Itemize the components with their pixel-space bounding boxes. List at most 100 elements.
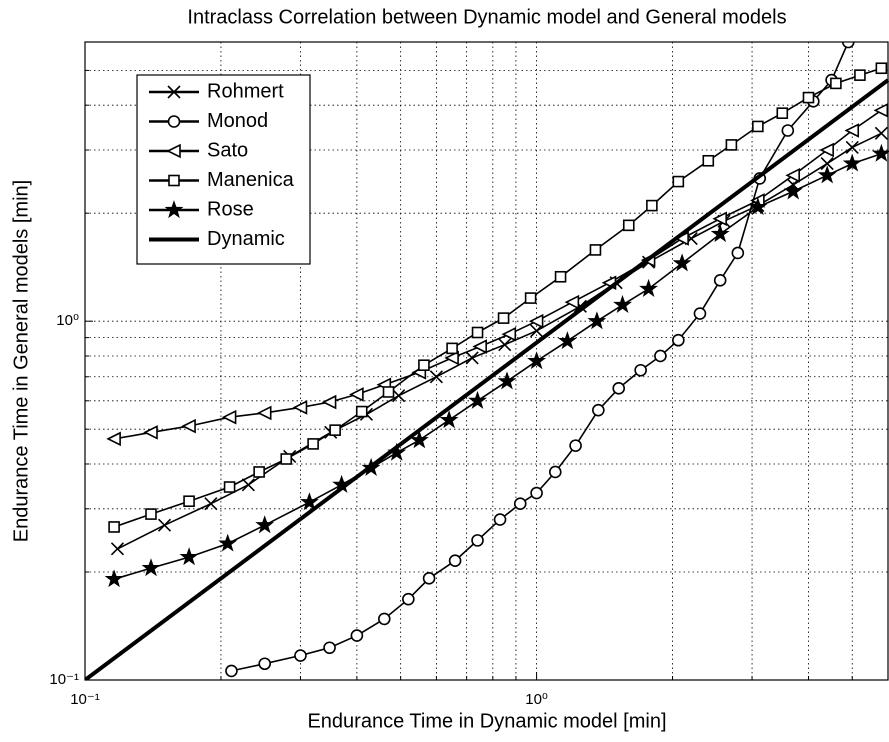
marker: [802, 91, 815, 104]
marker: [493, 513, 507, 526]
legend-box: [136, 74, 311, 265]
marker: [589, 244, 602, 256]
marker: [569, 439, 582, 452]
marker: [465, 351, 479, 365]
marker: [402, 592, 415, 606]
marker: [221, 409, 237, 425]
marker: [725, 139, 738, 151]
marker: [471, 534, 484, 547]
marker: [702, 154, 715, 167]
y-tick-label: 10⁰: [56, 312, 79, 329]
marker: [748, 197, 768, 216]
marker: [204, 497, 218, 511]
marker: [106, 431, 121, 447]
marker: [712, 211, 727, 227]
series-line: [231, 42, 850, 672]
marker: [253, 466, 265, 478]
plot-area: [85, 42, 889, 680]
marker: [874, 126, 888, 140]
legend-label: Dynamic: [207, 228, 285, 250]
marker: [513, 497, 527, 510]
marker: [256, 405, 272, 421]
x-tick-label: 10⁰: [525, 691, 548, 708]
x-tick-label: 10⁻¹: [70, 691, 100, 708]
marker: [448, 554, 462, 568]
marker: [157, 518, 172, 532]
marker: [612, 382, 626, 395]
marker: [299, 492, 319, 511]
marker: [167, 115, 181, 128]
marker: [530, 486, 543, 500]
marker: [527, 351, 547, 370]
marker: [845, 140, 859, 154]
marker: [181, 418, 196, 434]
marker: [472, 339, 487, 354]
marker: [548, 465, 562, 479]
marker: [422, 572, 436, 585]
marker: [592, 403, 605, 417]
marker: [223, 481, 236, 493]
marker: [218, 533, 238, 552]
legend: Rohmert Monod Sato Manenica Rose Dynamic: [136, 74, 311, 265]
marker: [241, 478, 255, 492]
x-axis-label: Endurance Time in Dynamic model [min]: [307, 710, 666, 732]
marker: [166, 143, 181, 159]
marker: [752, 120, 764, 133]
marker: [554, 270, 567, 283]
marker: [392, 389, 406, 403]
marker: [179, 547, 199, 566]
marker: [710, 224, 730, 243]
marker: [820, 157, 834, 171]
marker: [329, 424, 341, 436]
marker: [873, 103, 889, 118]
marker: [382, 386, 395, 398]
series-line: [85, 78, 889, 680]
marker: [145, 508, 157, 520]
marker: [785, 168, 800, 183]
marker: [108, 521, 120, 533]
marker: [377, 612, 391, 626]
legend-label: Rohmert: [207, 80, 284, 102]
marker: [854, 69, 866, 81]
marker: [143, 425, 158, 440]
marker: [783, 181, 803, 200]
marker: [294, 649, 307, 662]
marker: [587, 311, 607, 330]
legend-label: Monod: [207, 110, 268, 132]
marker: [167, 85, 181, 99]
y-tick-label: 10⁻¹: [49, 671, 79, 688]
legend-label: Rose: [207, 198, 254, 220]
marker: [564, 294, 580, 310]
marker: [104, 569, 124, 588]
marker: [439, 410, 459, 429]
marker: [871, 143, 889, 162]
marker: [875, 62, 888, 75]
marker: [776, 107, 789, 119]
marker: [141, 558, 161, 577]
marker: [280, 453, 293, 465]
marker: [781, 124, 795, 137]
marker: [713, 274, 727, 287]
marker: [819, 142, 834, 158]
marker: [168, 174, 180, 187]
marker: [355, 405, 368, 418]
marker: [501, 326, 517, 342]
marker: [292, 400, 308, 415]
marker: [842, 153, 862, 172]
marker: [639, 278, 659, 298]
marker: [524, 292, 537, 304]
marker: [497, 371, 517, 390]
marker: [817, 165, 837, 184]
marker: [110, 542, 125, 556]
marker: [557, 331, 577, 350]
marker: [350, 629, 364, 642]
marker: [409, 430, 429, 449]
marker: [321, 394, 337, 410]
marker: [446, 342, 458, 355]
marker: [654, 349, 667, 363]
marker: [258, 657, 272, 671]
series-line: [117, 132, 882, 550]
marker: [498, 338, 512, 352]
marker: [622, 219, 635, 232]
